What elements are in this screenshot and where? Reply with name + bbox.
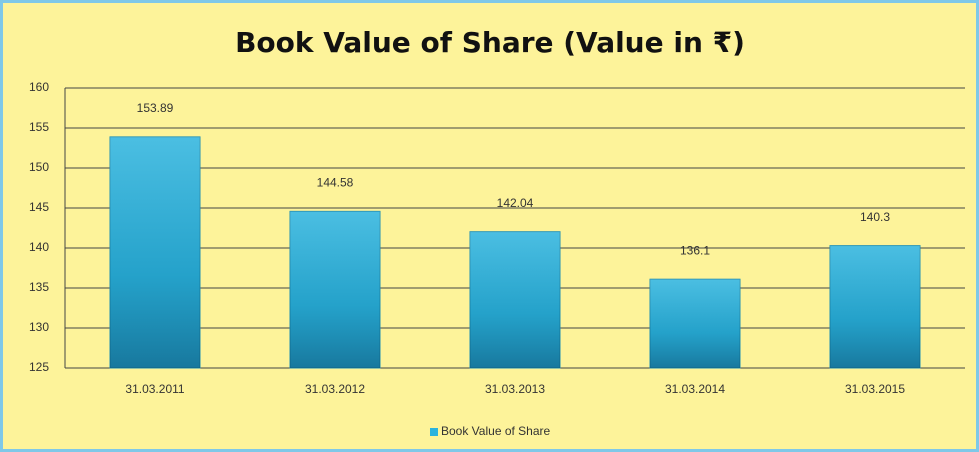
x-tick-label: 31.03.2014 [665, 382, 725, 396]
x-tick-label: 31.03.2012 [305, 382, 365, 396]
chart-title: Book Value of Share (Value in ₹) [235, 26, 745, 59]
bar [469, 231, 561, 369]
data-label: 142.04 [497, 196, 534, 210]
data-label: 144.58 [317, 176, 354, 190]
bar [829, 245, 921, 369]
y-tick-label: 140 [29, 240, 49, 254]
bar [649, 278, 741, 369]
legend-swatch [430, 428, 438, 436]
x-tick-label: 31.03.2015 [845, 382, 905, 396]
y-tick-label: 135 [29, 280, 49, 294]
x-tick-label: 31.03.2011 [125, 382, 184, 396]
data-label: 153.89 [137, 101, 174, 115]
bar [289, 210, 381, 369]
y-tick-label: 145 [29, 200, 49, 214]
y-tick-label: 155 [29, 120, 49, 134]
x-tick-label: 31.03.2013 [485, 382, 545, 396]
bar [109, 136, 201, 369]
data-label: 140.3 [860, 210, 890, 224]
data-label: 136.1 [680, 243, 710, 257]
y-tick-label: 125 [29, 360, 49, 374]
y-tick-label: 130 [29, 320, 49, 334]
legend-label: Book Value of Share [441, 424, 551, 438]
y-tick-label: 150 [29, 160, 49, 174]
y-tick-label: 160 [29, 80, 49, 94]
